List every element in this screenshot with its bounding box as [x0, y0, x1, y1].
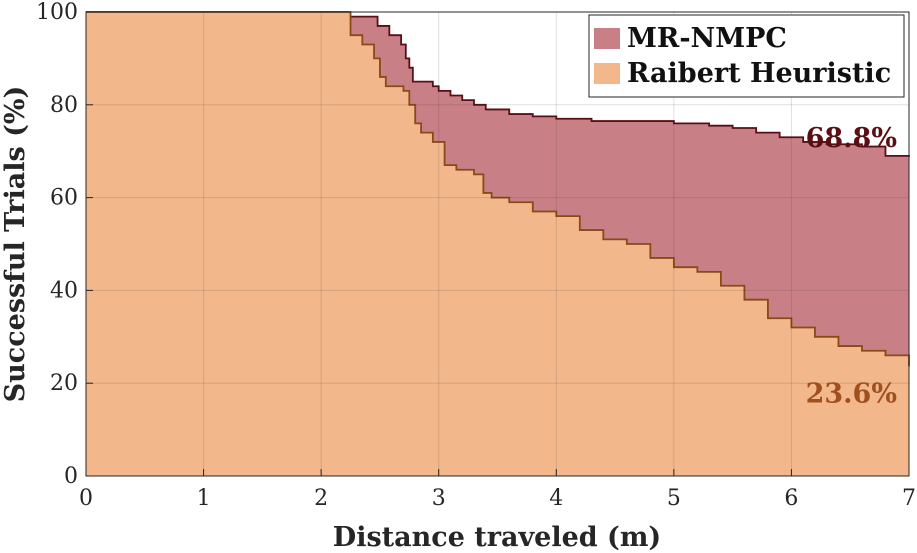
- y-tick-label: 0: [64, 464, 78, 489]
- legend-swatch-mr-nmpc: [594, 28, 620, 49]
- y-axis-ticks: 0 20 40 60 80 100: [36, 0, 93, 489]
- grid-layer: [86, 12, 909, 476]
- y-tick-label: 20: [50, 371, 78, 396]
- x-tick-label: 7: [902, 486, 916, 511]
- y-tick-label: 40: [50, 278, 78, 303]
- legend: MR-NMPC Raibert Heuristic: [588, 14, 905, 98]
- x-tick-label: 3: [432, 486, 446, 511]
- series-area-raibert-heuristic: [86, 12, 909, 476]
- x-axis-label: Distance traveled (m): [333, 522, 661, 553]
- y-tick-label: 60: [50, 186, 78, 211]
- legend-swatch-raibert-heuristic: [594, 63, 620, 84]
- x-tick-label: 4: [549, 486, 563, 511]
- end-labels: 68.8% 23.6%: [806, 123, 897, 410]
- legend-label-mr-nmpc: MR-NMPC: [627, 23, 787, 54]
- legend-box: [588, 14, 905, 98]
- legend-label-raibert-heuristic: Raibert Heuristic: [627, 58, 891, 89]
- series-line-mr-nmpc: [86, 11, 910, 157]
- x-tick-label: 0: [79, 486, 93, 511]
- end-label-mr-nmpc: 68.8%: [806, 123, 897, 154]
- x-tick-label: 2: [314, 486, 328, 511]
- x-axis-ticks: 0 1 2 3 4 5 6 7: [79, 469, 916, 511]
- y-tick-label: 100: [36, 0, 78, 25]
- x-tick-label: 5: [667, 486, 681, 511]
- plot-frame: [85, 11, 910, 477]
- series-layer: [86, 11, 910, 476]
- y-tick-label: 80: [50, 93, 78, 118]
- series-line-raibert-heuristic: [86, 11, 910, 367]
- end-label-raibert-heuristic: 23.6%: [806, 378, 897, 409]
- y-axis-label: Successful Trials (%): [0, 86, 31, 403]
- x-tick-label: 6: [784, 486, 798, 511]
- x-tick-label: 1: [197, 486, 211, 511]
